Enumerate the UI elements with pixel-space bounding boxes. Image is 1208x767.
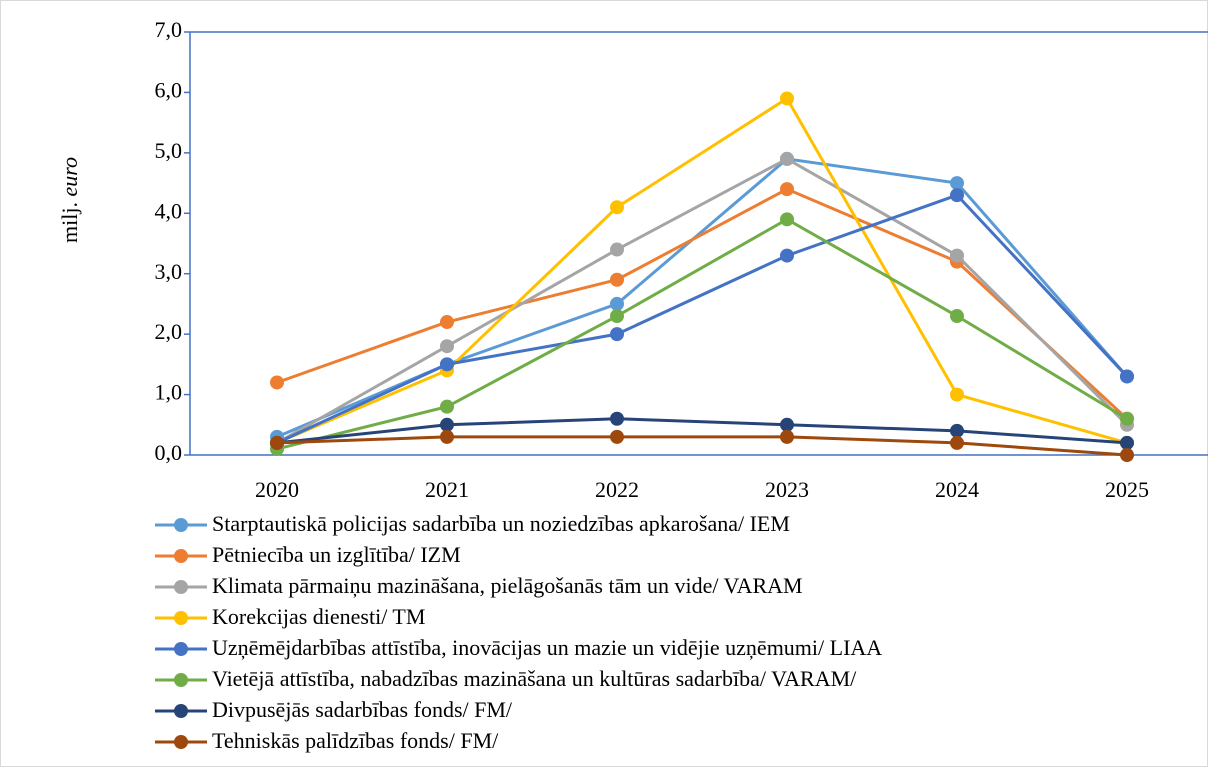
series-line bbox=[276, 417, 1128, 445]
data-point bbox=[950, 423, 964, 438]
legend-marker bbox=[174, 549, 188, 563]
data-point bbox=[440, 399, 454, 414]
y-axis-label-text: milj. bbox=[57, 202, 82, 243]
x-tick-label: 2025 bbox=[1105, 477, 1149, 502]
y-tick-label: 1,0 bbox=[155, 380, 183, 405]
data-point bbox=[780, 429, 794, 444]
data-point bbox=[610, 411, 624, 426]
legend-label: Tehniskās palīdzības fonds/ FM/ bbox=[212, 728, 499, 753]
data-point bbox=[1120, 411, 1134, 426]
legend-label: Starptautiskā policijas sadarbība un noz… bbox=[212, 511, 790, 536]
data-point bbox=[1120, 435, 1134, 450]
data-point bbox=[440, 339, 454, 354]
data-point bbox=[1120, 448, 1134, 462]
data-point bbox=[270, 435, 284, 450]
legend-marker bbox=[174, 611, 188, 625]
series-line bbox=[276, 193, 1129, 445]
x-tick-label: 2024 bbox=[935, 477, 979, 502]
legend-marker bbox=[174, 704, 188, 718]
legend-marker bbox=[174, 673, 188, 687]
y-tick-label: 7,0 bbox=[155, 17, 183, 42]
data-point bbox=[440, 315, 454, 330]
series-line bbox=[276, 217, 1128, 451]
data-point bbox=[440, 357, 454, 372]
y-axis-label: milj. euro bbox=[57, 157, 82, 243]
data-point bbox=[610, 327, 624, 342]
data-point bbox=[610, 429, 624, 444]
series-line bbox=[276, 96, 1128, 445]
data-point bbox=[780, 91, 794, 106]
series-line bbox=[276, 157, 1129, 445]
y-tick-label: 2,0 bbox=[155, 319, 183, 344]
data-point bbox=[950, 309, 964, 324]
data-point bbox=[1120, 369, 1134, 384]
data-point bbox=[780, 248, 794, 263]
data-point bbox=[950, 248, 964, 263]
data-point bbox=[780, 182, 794, 197]
data-point bbox=[440, 417, 454, 432]
data-point bbox=[610, 272, 624, 287]
x-tick-label: 2022 bbox=[595, 477, 639, 502]
data-point bbox=[780, 151, 794, 166]
data-point bbox=[440, 429, 454, 444]
legend-label: Klimata pārmaiņu mazināšana, pielāgošanā… bbox=[212, 573, 803, 598]
y-tick-label: 6,0 bbox=[155, 77, 183, 102]
legend-label: Vietējā attīstība, nabadzības mazināšana… bbox=[212, 666, 857, 691]
legend-label: Korekcijas dienesti/ TM bbox=[212, 604, 425, 629]
legend-marker bbox=[174, 518, 188, 532]
legend-marker bbox=[174, 642, 188, 656]
data-point bbox=[610, 242, 624, 257]
legend-label: Divpusējās sadarbības fonds/ FM/ bbox=[212, 697, 513, 722]
data-point bbox=[780, 212, 794, 227]
data-point bbox=[950, 188, 964, 203]
x-tick-label: 2020 bbox=[255, 477, 299, 502]
data-point bbox=[950, 387, 964, 402]
series-line bbox=[276, 187, 1129, 420]
data-point bbox=[610, 296, 624, 311]
data-point bbox=[950, 176, 964, 191]
series-line bbox=[276, 435, 1128, 457]
y-tick-label: 3,0 bbox=[155, 259, 183, 284]
y-tick-label: 4,0 bbox=[155, 198, 183, 223]
legend-label: Uzņēmējdarbības attīstība, inovācijas un… bbox=[212, 635, 882, 660]
x-tick-label: 2023 bbox=[765, 477, 809, 502]
data-point bbox=[270, 375, 284, 390]
data-point bbox=[610, 309, 624, 324]
data-point bbox=[780, 417, 794, 432]
y-axis-label-unit: euro bbox=[57, 157, 82, 197]
data-point bbox=[950, 435, 964, 450]
x-tick-label: 2021 bbox=[425, 477, 469, 502]
legend-marker bbox=[174, 735, 188, 749]
legend-label: Pētniecība un izglītība/ IZM bbox=[212, 542, 461, 567]
legend-marker bbox=[174, 580, 188, 594]
y-tick-label: 5,0 bbox=[155, 138, 183, 163]
data-point bbox=[610, 200, 624, 215]
y-tick-label: 0,0 bbox=[155, 440, 183, 465]
